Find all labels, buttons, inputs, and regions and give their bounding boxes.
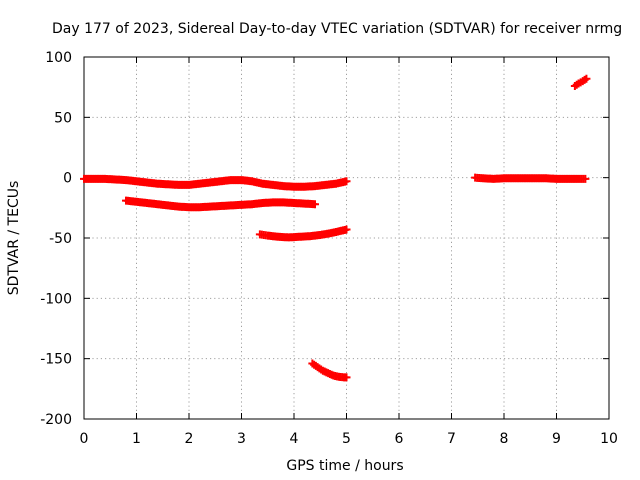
data-points	[80, 74, 591, 382]
x-tick-label: 1	[132, 431, 141, 447]
data-point	[582, 74, 591, 83]
x-tick-label: 10	[600, 431, 618, 447]
data-point	[342, 225, 351, 234]
x-tick-label: 7	[447, 431, 456, 447]
y-axis-label: SDTVAR / TECUs	[6, 181, 22, 296]
data-point	[342, 373, 351, 382]
y-tick-label: 0	[63, 171, 72, 187]
data-point	[342, 177, 351, 186]
tick-labels: 0 1 2 3 4 5 6 7 8 9 10 -200 -150 -100 -50 0 50 100	[40, 50, 618, 447]
y-tick-label: 50	[54, 110, 72, 126]
x-tick-label: 4	[290, 431, 299, 447]
y-tick-label: -100	[40, 291, 72, 307]
x-tick-label: 3	[237, 431, 246, 447]
x-tick-label: 9	[552, 431, 561, 447]
axis-ticks	[83, 56, 610, 420]
series-track-5	[471, 173, 590, 183]
x-tick-label: 8	[500, 431, 509, 447]
y-tick-label: 100	[45, 50, 72, 66]
y-tick-label: -50	[49, 231, 72, 247]
x-tick-label: 0	[80, 431, 89, 447]
series-track-6	[570, 74, 591, 90]
series-track-2	[122, 196, 319, 212]
series-track-3	[255, 225, 351, 242]
data-point	[581, 174, 590, 183]
series-track-1	[80, 174, 351, 191]
x-axis-label: GPS time / hours	[286, 458, 403, 474]
grid-lines	[84, 57, 609, 419]
chart-title: Day 177 of 2023, Sidereal Day-to-day VTE…	[52, 21, 622, 37]
series-track-4	[308, 359, 351, 382]
x-tick-label: 5	[342, 431, 351, 447]
x-tick-label: 2	[185, 431, 194, 447]
data-point	[311, 200, 319, 209]
x-tick-label: 6	[395, 431, 404, 447]
y-tick-label: -150	[40, 352, 72, 368]
y-tick-label: -200	[40, 412, 72, 428]
